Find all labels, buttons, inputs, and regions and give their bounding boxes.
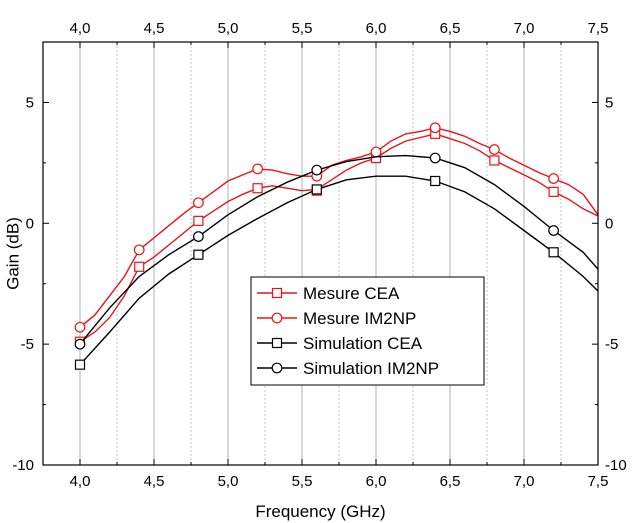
- data-point-simulation-cea: [430, 175, 441, 187]
- x-tick-label-top: 7,0: [514, 20, 535, 37]
- legend-label: Mesure CEA: [303, 284, 400, 303]
- data-point-mesure-im2np: [74, 321, 86, 333]
- y-tick-label-right: -10: [605, 457, 627, 474]
- x-tick-label-bottom: 5,5: [292, 473, 313, 490]
- x-tick-label-top: 7,5: [588, 20, 609, 37]
- legend-entry-simulation-cea: Simulation CEA: [257, 334, 423, 353]
- x-tick-label-bottom: 7,5: [588, 473, 609, 490]
- x-tick-label-bottom: 4,0: [70, 473, 91, 490]
- y-tick-label-right: 0: [605, 215, 613, 232]
- data-point-mesure-cea: [489, 155, 500, 166]
- x-tick-label-top: 6,5: [440, 20, 461, 37]
- x-tick-label-bottom: 6,5: [440, 473, 461, 490]
- data-point-mesure-cea: [252, 183, 263, 194]
- data-point-mesure-im2np: [548, 173, 559, 184]
- legend-entry-simulation-im2np: Simulation IM2NP: [257, 359, 439, 378]
- x-tick-label-top: 5,5: [292, 20, 313, 37]
- data-point-simulation-im2np: [74, 338, 86, 350]
- legend-marker: [271, 287, 283, 299]
- data-point-mesure-im2np: [370, 146, 382, 158]
- legend-label: Mesure IM2NP: [303, 309, 416, 328]
- data-point-simulation-cea: [74, 359, 86, 370]
- legend-label: Simulation CEA: [303, 334, 423, 353]
- series-line-mesure-im2np: [79, 127, 599, 328]
- legend-marker: [271, 362, 283, 374]
- series-line-simulation-cea: [79, 175, 599, 366]
- data-point-mesure-im2np: [252, 163, 264, 175]
- x-tick-label-bottom: 6,0: [366, 473, 387, 490]
- series-line-simulation-im2np: [79, 154, 599, 345]
- y-tick-label-left: 5: [26, 94, 34, 111]
- x-tick-label-bottom: 4,5: [144, 473, 165, 490]
- x-tick-label-bottom: 7,0: [514, 473, 535, 490]
- y-tick-label-left: -5: [21, 336, 34, 353]
- data-point-mesure-im2np: [429, 122, 441, 134]
- data-point-simulation-im2np: [548, 225, 559, 236]
- x-tick-label-top: 4,5: [144, 20, 165, 37]
- y-axis-title: Gain (dB): [3, 217, 22, 290]
- series-simulation-cea: [74, 175, 599, 370]
- y-tick-label-left: -10: [12, 457, 34, 474]
- axis-ticks: [43, 41, 599, 466]
- data-point-simulation-cea: [548, 247, 559, 258]
- data-point-mesure-cea: [548, 186, 559, 197]
- data-point-mesure-im2np: [133, 244, 145, 256]
- legend-box: [250, 276, 485, 386]
- y-tick-label-right: -5: [605, 336, 618, 353]
- y-tick-label-left: 0: [26, 215, 34, 232]
- x-axis-title: Frequency (GHz): [255, 502, 385, 521]
- x-tick-label-top: 5,0: [218, 20, 239, 37]
- y-tick-label-right: 5: [605, 94, 613, 111]
- legend-marker: [271, 337, 283, 349]
- legend-marker: [271, 312, 283, 324]
- legend-entry-mesure-cea: Mesure CEA: [257, 284, 400, 303]
- series-layer: [74, 122, 599, 370]
- data-point-mesure-im2np: [192, 197, 204, 209]
- plot-frame: [42, 41, 599, 466]
- series-line-mesure-cea: [79, 133, 599, 343]
- x-tick-label-bottom: 5,0: [218, 473, 239, 490]
- legend-label: Simulation IM2NP: [303, 359, 439, 378]
- data-point-simulation-im2np: [311, 164, 323, 176]
- data-point-simulation-cea: [193, 249, 204, 260]
- data-point-simulation-cea: [311, 184, 322, 195]
- data-point-mesure-im2np: [489, 144, 500, 155]
- data-point-simulation-im2np: [429, 152, 441, 164]
- data-point-mesure-cea: [134, 261, 145, 272]
- x-tick-label-top: 4,0: [70, 20, 91, 37]
- grid: [79, 42, 562, 465]
- series-simulation-im2np: [74, 152, 599, 350]
- tick-labels: 4,0 4,0 4,5 4,5 5,0 5,0 5,5 5,5 6,0 6,0 6,5 6,5 7,0 7…: [12, 20, 626, 490]
- legend: Mesure CEA Mesure IM2NP Simulation CEA Simu…: [250, 276, 485, 386]
- data-point-mesure-cea: [193, 215, 204, 226]
- legend-entry-mesure-im2np: Mesure IM2NP: [257, 309, 416, 328]
- data-point-simulation-im2np: [192, 231, 204, 242]
- x-tick-label-top: 6,0: [366, 20, 387, 37]
